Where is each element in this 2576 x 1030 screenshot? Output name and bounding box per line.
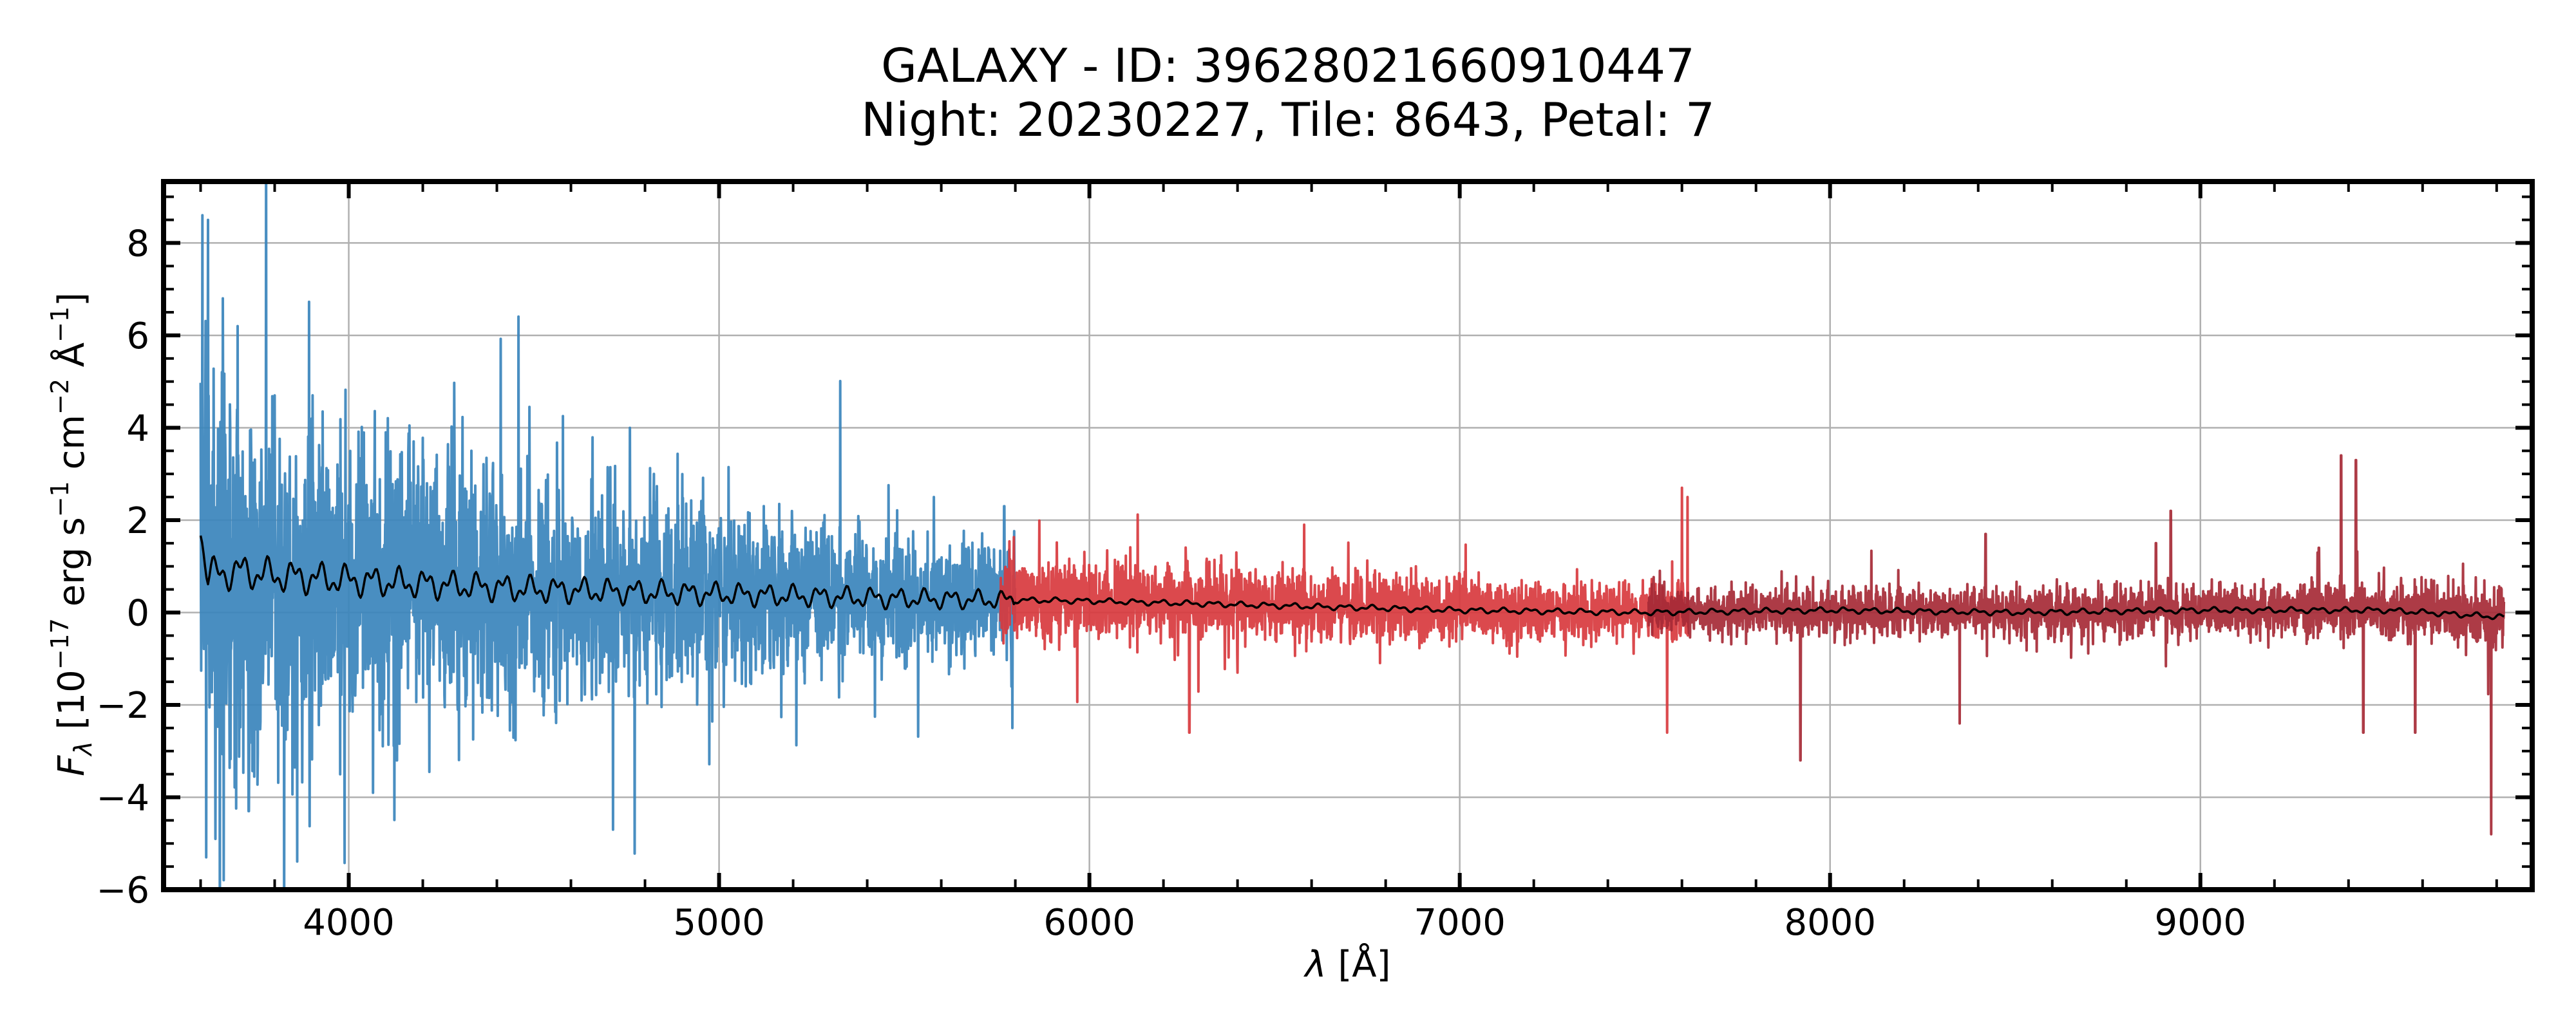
y-tick-label: 8 xyxy=(126,223,149,265)
y-tick-labels: −6 −4 −2 0 2 4 6 8 xyxy=(96,223,149,912)
svg-text:Fλ [10−17 erg s−1 cm−2 Å−1]: Fλ [10−17 erg s−1 cm−2 Å−1] xyxy=(46,292,97,776)
y-tick-label: −2 xyxy=(96,685,149,727)
spectrum-z-arm xyxy=(1647,454,2506,836)
y-tick-label: 2 xyxy=(126,500,149,542)
chart-title-line2: Night: 20230227, Tile: 8643, Petal: 7 xyxy=(861,93,1715,147)
x-tick-label: 9000 xyxy=(2155,902,2247,944)
chart-title-line1: GALAXY - ID: 39628021660910447 xyxy=(881,39,1695,93)
x-tick-label: 8000 xyxy=(1784,902,1876,944)
x-tick-label: 7000 xyxy=(1414,902,1506,944)
x-tick-labels: 4000 5000 6000 7000 8000 9000 xyxy=(303,902,2246,944)
x-axis-label: λ [Å] xyxy=(1303,943,1391,986)
spectrum-traces xyxy=(199,182,2506,890)
x-tick-label: 6000 xyxy=(1043,902,1135,944)
y-tick-label: −6 xyxy=(96,870,149,912)
y-tick-label: −4 xyxy=(96,777,149,819)
x-tick-label: 5000 xyxy=(673,902,765,944)
spectrum-b-arm xyxy=(199,182,1017,890)
y-axis-label: Fλ [10−17 erg s−1 cm−2 Å−1] xyxy=(46,292,97,776)
x-tick-label: 4000 xyxy=(303,902,395,944)
axes-frame xyxy=(161,179,2535,892)
spectrum-r-arm xyxy=(999,486,1690,734)
y-tick-label: 6 xyxy=(126,315,149,357)
model-line xyxy=(199,535,2505,621)
y-tick-label: 4 xyxy=(126,407,149,449)
y-tick-label: 0 xyxy=(126,592,149,634)
